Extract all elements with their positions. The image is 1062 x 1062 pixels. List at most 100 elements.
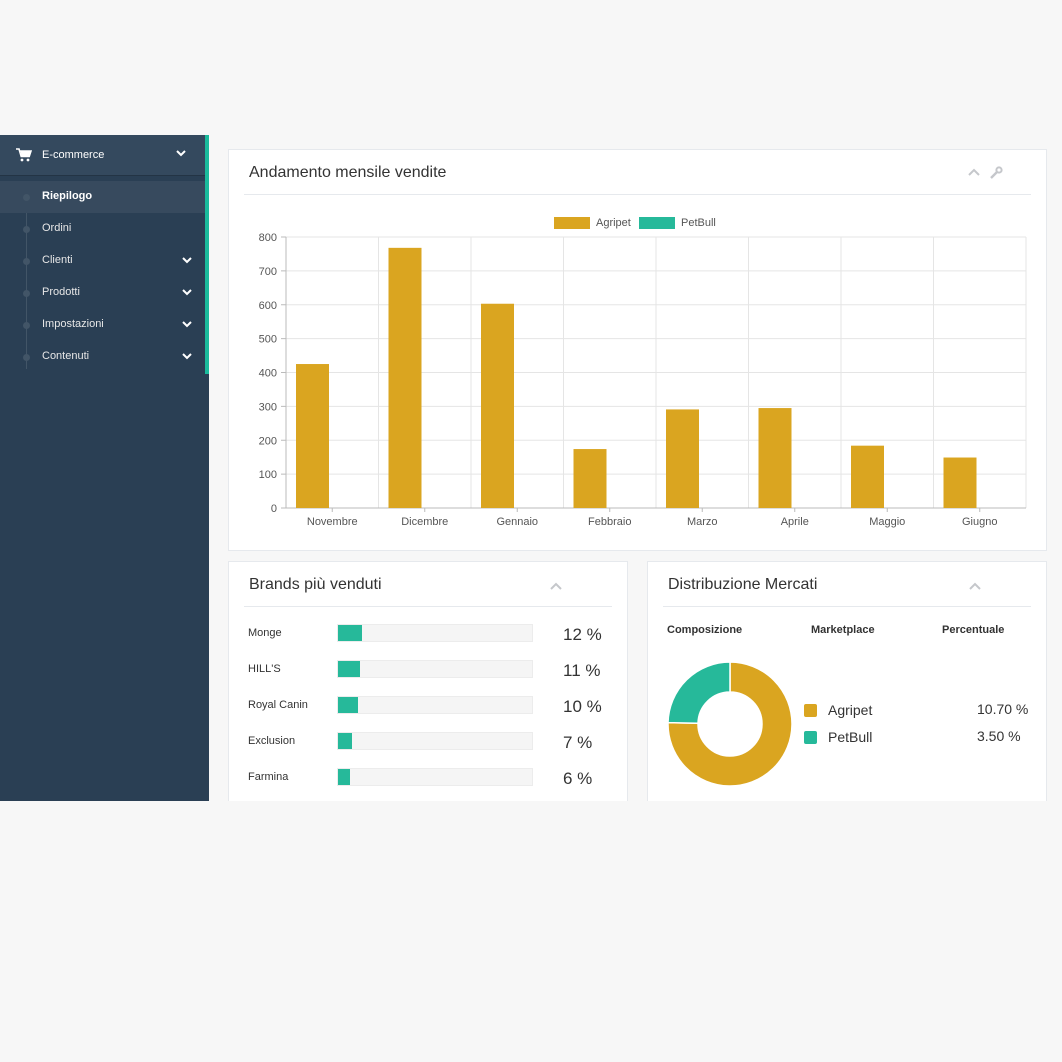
market-percentage: 3.50 %	[977, 728, 1021, 744]
brand-row: Monge 12 %	[229, 619, 629, 655]
y-tick-label: 300	[259, 401, 277, 413]
panel-title: Distribuzione Mercati	[668, 576, 818, 593]
sidebar-item-label: Contenuti	[42, 350, 90, 362]
brand-name: Farmina	[248, 771, 289, 783]
brand-percentage: 11 %	[563, 661, 601, 680]
x-tick-label: Marzo	[687, 516, 718, 528]
chevron-up-icon[interactable]	[967, 166, 981, 178]
progress-fill	[338, 661, 360, 677]
donut-slice-agripet	[668, 662, 792, 786]
bar-agripet	[758, 408, 792, 508]
y-tick-label: 200	[259, 435, 277, 447]
legend-swatch	[639, 217, 675, 229]
sidebar-item-label: Clienti	[42, 254, 73, 266]
chevron-up-icon[interactable]	[968, 580, 982, 592]
market-name: PetBull	[828, 729, 873, 745]
shopping-cart-icon	[16, 148, 32, 162]
brand-name: HILL'S	[248, 663, 281, 675]
x-tick-label: Maggio	[869, 516, 905, 528]
y-tick-label: 800	[259, 232, 277, 244]
sidebar-item-ordini[interactable]: Ordini	[0, 213, 205, 245]
brand-name: Royal Canin	[248, 699, 308, 711]
progress-fill	[338, 733, 352, 749]
column-header-composizione: Composizione	[667, 624, 743, 636]
progress-track	[337, 696, 533, 714]
sidebar-menu-rail	[26, 189, 27, 369]
market-donut-chart	[668, 662, 792, 786]
progress-fill	[338, 697, 358, 713]
panel-divider	[244, 606, 612, 607]
bar-agripet	[388, 247, 422, 508]
sidebar-menu: Riepilogo Ordini Clienti Prodotti Impost…	[0, 181, 205, 373]
brand-row: Royal Canin 10 %	[229, 691, 629, 727]
progress-track	[337, 732, 533, 750]
panel-toolbox	[549, 580, 563, 592]
legend-swatch	[804, 731, 817, 744]
market-name: Agripet	[828, 702, 873, 718]
chevron-down-icon[interactable]	[182, 352, 192, 360]
x-tick-label: Giugno	[962, 516, 997, 528]
page-background-bottom	[0, 801, 1062, 1062]
y-tick-label: 700	[259, 266, 277, 278]
panel-toolbox	[968, 580, 982, 592]
x-tick-label: Novembre	[307, 516, 358, 528]
x-tick-label: Dicembre	[401, 516, 448, 528]
y-tick-label: 500	[259, 334, 277, 346]
chevron-down-icon[interactable]	[182, 320, 192, 328]
y-tick-label: 400	[259, 368, 277, 380]
progress-fill	[338, 769, 350, 785]
brand-name: Exclusion	[248, 735, 296, 747]
market-distribution-panel: Distribuzione Mercati Composizione Marke…	[647, 561, 1047, 802]
sidebar-accent-bar	[205, 135, 209, 374]
bar-agripet	[666, 409, 699, 508]
chevron-down-icon[interactable]	[176, 149, 186, 157]
brand-percentage: 7 %	[563, 733, 593, 752]
sidebar-item-riepilogo[interactable]: Riepilogo	[0, 181, 205, 213]
brand-percentage: 10 %	[563, 697, 602, 716]
chevron-down-icon[interactable]	[182, 256, 192, 264]
bullet-icon	[23, 194, 30, 201]
legend-label: PetBull	[681, 217, 716, 229]
panel-title: Andamento mensile vendite	[249, 164, 447, 181]
bullet-icon	[23, 258, 30, 265]
sidebar-item-contenuti[interactable]: Contenuti	[0, 341, 205, 373]
sidebar-section-ecommerce[interactable]: E-commerce	[0, 135, 205, 176]
brand-row: HILL'S 11 %	[229, 655, 629, 691]
column-header-marketplace: Marketplace	[811, 624, 875, 636]
panel-toolbox	[967, 166, 1003, 180]
brand-percentage: 12 %	[563, 625, 602, 644]
sales-bar-chart: 0 100 200 300 400 500 600 700 800 Novembre Dicembr…	[259, 217, 1027, 528]
sales-chart-panel: Andamento mensile vendite 0 100 200 300 400 5…	[228, 149, 1047, 551]
chevron-down-icon[interactable]	[182, 288, 192, 296]
sidebar-item-label: Ordini	[42, 222, 72, 234]
sidebar-item-clienti[interactable]: Clienti	[0, 245, 205, 277]
brand-name: Monge	[248, 627, 282, 639]
x-tick-label: Febbraio	[588, 516, 631, 528]
y-tick-label: 600	[259, 300, 277, 312]
brand-row: Farmina 6 %	[229, 763, 629, 799]
panel-divider	[663, 606, 1031, 607]
progress-track	[337, 660, 533, 678]
sidebar-item-impostazioni[interactable]: Impostazioni	[0, 309, 205, 341]
legend-swatch	[554, 217, 590, 229]
sidebar-item-label: Riepilogo	[42, 190, 93, 202]
column-header-percentuale: Percentuale	[942, 624, 1005, 636]
bar-agripet	[943, 457, 977, 508]
sidebar: E-commerce Riepilogo Ordini Clienti Prod…	[0, 135, 209, 801]
sidebar-item-prodotti[interactable]: Prodotti	[0, 277, 205, 309]
donut-slice-petbull	[668, 662, 731, 725]
chevron-up-icon[interactable]	[549, 580, 563, 592]
bullet-icon	[23, 322, 30, 329]
bullet-icon	[23, 290, 30, 297]
market-percentage: 10.70 %	[977, 701, 1029, 717]
progress-track	[337, 768, 533, 786]
wrench-icon[interactable]	[989, 166, 1003, 180]
sidebar-section-label: E-commerce	[42, 149, 105, 161]
x-tick-label: Aprile	[781, 516, 809, 528]
x-tick-label: Gennaio	[496, 516, 538, 528]
panel-title: Brands più venduti	[249, 576, 382, 593]
bullet-icon	[23, 226, 30, 233]
progress-track	[337, 624, 533, 642]
legend-label: Agripet	[596, 217, 631, 229]
bullet-icon	[23, 354, 30, 361]
